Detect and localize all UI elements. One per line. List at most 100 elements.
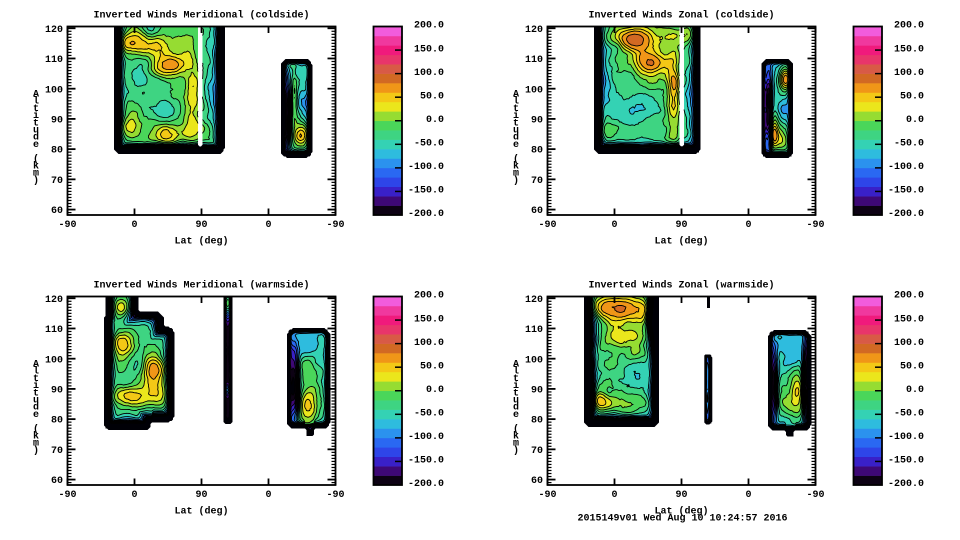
svg-text:-200.0: -200.0 <box>408 209 444 220</box>
svg-text:e: e <box>513 410 519 421</box>
svg-text:-150.0: -150.0 <box>888 456 924 467</box>
svg-text:t: t <box>33 374 39 385</box>
svg-text:): ) <box>33 175 39 187</box>
svg-text:-90: -90 <box>806 490 824 501</box>
svg-text:A: A <box>33 360 39 371</box>
svg-text:70: 70 <box>531 446 543 457</box>
svg-text:-150.0: -150.0 <box>888 186 924 197</box>
svg-text:-150.0: -150.0 <box>408 456 444 467</box>
svg-text:90: 90 <box>675 220 687 231</box>
svg-text:i: i <box>513 110 519 122</box>
svg-text:(: ( <box>33 153 39 165</box>
svg-text:60: 60 <box>531 476 543 487</box>
svg-text:m: m <box>513 439 519 450</box>
svg-text:120: 120 <box>45 295 63 306</box>
svg-text:200.0: 200.0 <box>894 21 924 32</box>
svg-text:A: A <box>513 360 519 371</box>
svg-text:d: d <box>33 132 39 144</box>
svg-text:90: 90 <box>675 490 687 501</box>
svg-text:90: 90 <box>531 386 543 397</box>
svg-text:0.0: 0.0 <box>426 385 444 396</box>
svg-text:200.0: 200.0 <box>894 291 924 302</box>
svg-text:200.0: 200.0 <box>414 291 444 302</box>
svg-text:-90: -90 <box>326 220 344 231</box>
svg-text:e: e <box>33 140 39 151</box>
svg-text:A: A <box>513 90 519 101</box>
svg-text:A: A <box>33 90 39 101</box>
svg-text:-200.0: -200.0 <box>888 209 924 220</box>
svg-text:(: ( <box>33 423 39 435</box>
svg-text:u: u <box>33 396 39 407</box>
svg-text:0: 0 <box>745 490 751 501</box>
svg-text:-90: -90 <box>58 490 76 501</box>
svg-text:u: u <box>33 126 39 137</box>
svg-text:Inverted Winds Meridional (col: Inverted Winds Meridional (coldside) <box>93 9 309 21</box>
svg-text:m: m <box>33 439 39 450</box>
svg-text:-90: -90 <box>326 490 344 501</box>
svg-text:-90: -90 <box>806 220 824 231</box>
svg-text:90: 90 <box>51 116 63 127</box>
svg-text:90: 90 <box>195 490 207 501</box>
svg-text:d: d <box>33 402 39 414</box>
svg-text:100.0: 100.0 <box>414 68 444 79</box>
svg-text:50.0: 50.0 <box>420 361 444 372</box>
svg-text:50.0: 50.0 <box>900 361 924 372</box>
svg-text:d: d <box>513 132 519 144</box>
svg-text:90: 90 <box>195 220 207 231</box>
svg-text:100: 100 <box>45 85 63 96</box>
svg-text:80: 80 <box>51 416 63 427</box>
svg-text:0: 0 <box>131 220 137 231</box>
svg-text:120: 120 <box>45 25 63 36</box>
svg-text:Lat (deg): Lat (deg) <box>174 505 228 517</box>
svg-text:t: t <box>33 388 39 399</box>
svg-text:t: t <box>513 374 519 385</box>
svg-text:100.0: 100.0 <box>894 338 924 349</box>
svg-text:Lat (deg): Lat (deg) <box>654 235 708 247</box>
svg-text:-90: -90 <box>538 220 556 231</box>
svg-text:u: u <box>513 126 519 137</box>
svg-text:i: i <box>33 110 39 122</box>
svg-text:90: 90 <box>51 386 63 397</box>
svg-text:-100.0: -100.0 <box>888 432 924 443</box>
svg-text:100: 100 <box>525 85 543 96</box>
svg-text:70: 70 <box>531 176 543 187</box>
svg-text:Lat (deg): Lat (deg) <box>654 505 708 517</box>
svg-text:-100.0: -100.0 <box>408 162 444 173</box>
svg-text:-100.0: -100.0 <box>888 162 924 173</box>
svg-text:-200.0: -200.0 <box>408 479 444 490</box>
svg-text:(: ( <box>513 423 519 435</box>
svg-text:0: 0 <box>265 220 271 231</box>
svg-text:150.0: 150.0 <box>414 314 444 325</box>
svg-text:2015149v01 Wed Aug 10 10:24:57: 2015149v01 Wed Aug 10 10:24:57 2016 <box>577 513 787 525</box>
svg-text:-50.0: -50.0 <box>894 409 924 420</box>
svg-text:Inverted Winds Zonal (warmside: Inverted Winds Zonal (warmside) <box>588 279 774 291</box>
svg-text:e: e <box>513 140 519 151</box>
svg-text:k: k <box>33 161 39 173</box>
svg-text:l: l <box>33 366 39 378</box>
svg-text:0.0: 0.0 <box>906 115 924 126</box>
svg-text:k: k <box>33 431 39 443</box>
svg-text:150.0: 150.0 <box>414 44 444 55</box>
svg-text:60: 60 <box>531 206 543 217</box>
svg-text:120: 120 <box>525 25 543 36</box>
svg-text:): ) <box>513 445 519 457</box>
svg-text:i: i <box>513 380 519 392</box>
svg-text:110: 110 <box>45 55 63 66</box>
svg-text:-50.0: -50.0 <box>414 409 444 420</box>
svg-text:0: 0 <box>131 490 137 501</box>
svg-text:110: 110 <box>45 325 63 336</box>
svg-text:m: m <box>513 169 519 180</box>
svg-text:80: 80 <box>51 146 63 157</box>
svg-text:-50.0: -50.0 <box>894 139 924 150</box>
svg-text:(: ( <box>513 153 519 165</box>
svg-text:-50.0: -50.0 <box>414 139 444 150</box>
svg-text:200.0: 200.0 <box>414 21 444 32</box>
svg-text:d: d <box>513 402 519 414</box>
svg-text:80: 80 <box>531 146 543 157</box>
svg-text:Inverted Winds Zonal (coldside: Inverted Winds Zonal (coldside) <box>588 9 774 21</box>
svg-text:t: t <box>33 104 39 115</box>
svg-text:0: 0 <box>265 490 271 501</box>
svg-text:l: l <box>513 96 519 108</box>
svg-text:120: 120 <box>525 295 543 306</box>
svg-text:-90: -90 <box>58 220 76 231</box>
